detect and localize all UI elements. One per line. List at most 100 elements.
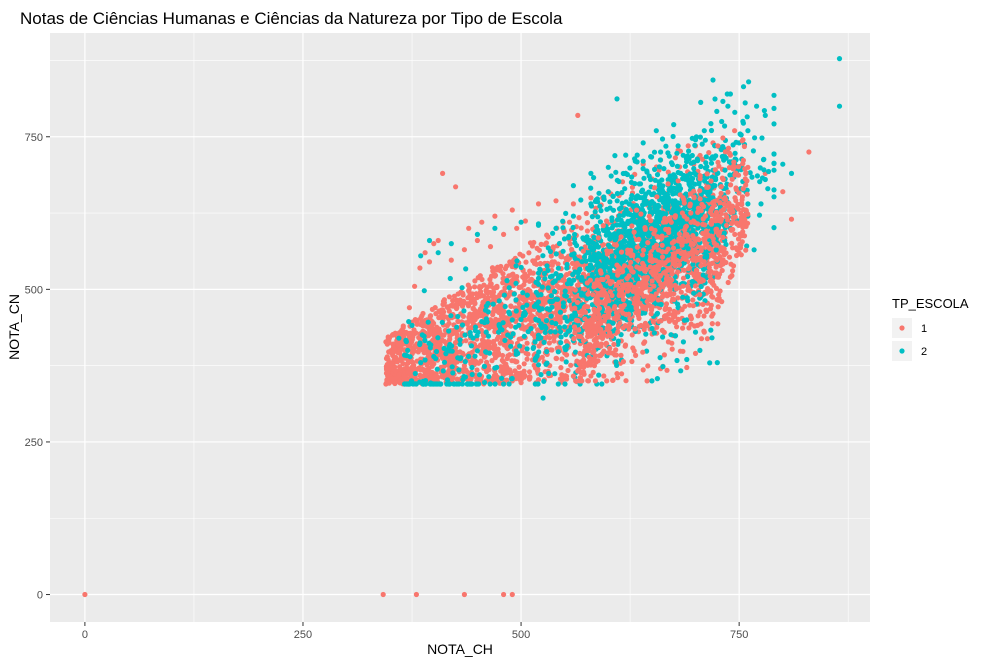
point-series-1 bbox=[574, 260, 580, 266]
point-series-2 bbox=[660, 334, 666, 340]
point-series-1 bbox=[408, 340, 414, 346]
point-series-1 bbox=[636, 265, 642, 271]
point-series-1 bbox=[571, 336, 577, 342]
point-series-2 bbox=[627, 306, 633, 312]
point-series-1 bbox=[634, 207, 640, 213]
point-series-2 bbox=[594, 223, 600, 229]
point-series-1 bbox=[450, 298, 456, 304]
point-series-2 bbox=[628, 179, 635, 185]
point-series-2 bbox=[711, 155, 717, 161]
point-series-1 bbox=[562, 375, 568, 381]
point-series-1 bbox=[467, 311, 473, 317]
point-series-1 bbox=[745, 220, 751, 226]
point-series-2 bbox=[542, 276, 548, 282]
point-series-1 bbox=[440, 355, 446, 361]
point-series-2 bbox=[692, 137, 699, 143]
point-series-2 bbox=[550, 280, 556, 286]
point-series-1 bbox=[742, 176, 748, 182]
point-series-1 bbox=[535, 377, 542, 383]
point-series-1 bbox=[640, 247, 647, 253]
point-series-1 bbox=[571, 324, 578, 330]
point-series-1 bbox=[394, 359, 400, 365]
point-series-1 bbox=[706, 150, 712, 156]
point-series-1 bbox=[715, 304, 721, 310]
point-series-1 bbox=[659, 254, 666, 260]
point-series-1 bbox=[559, 284, 566, 290]
point-series-1 bbox=[653, 291, 659, 297]
point-series-2 bbox=[670, 133, 676, 140]
point-series-2 bbox=[672, 333, 678, 339]
point-series-2 bbox=[571, 277, 577, 283]
point-series-2 bbox=[678, 170, 684, 176]
point-series-2 bbox=[502, 337, 508, 343]
point-series-2 bbox=[649, 325, 655, 332]
point-series-2 bbox=[506, 381, 512, 387]
point-series-1 bbox=[524, 356, 530, 362]
point-series-2 bbox=[643, 191, 649, 197]
point-series-1 bbox=[724, 203, 730, 209]
point-series-2 bbox=[535, 292, 541, 298]
point-series-1 bbox=[517, 251, 523, 257]
point-series-2 bbox=[745, 201, 751, 207]
point-series-1 bbox=[535, 255, 541, 261]
point-series-1 bbox=[638, 322, 644, 329]
point-series-1 bbox=[535, 327, 541, 333]
point-series-2 bbox=[642, 201, 648, 207]
point-series-2 bbox=[645, 245, 651, 251]
point-series-2 bbox=[625, 292, 632, 298]
point-series-1 bbox=[743, 182, 749, 188]
point-series-2 bbox=[558, 334, 564, 340]
point-series-1 bbox=[629, 332, 635, 338]
point-series-2 bbox=[588, 254, 594, 260]
point-series-1 bbox=[648, 218, 654, 224]
point-series-1 bbox=[731, 159, 737, 165]
point-series-2 bbox=[448, 241, 454, 247]
point-series-2 bbox=[713, 247, 719, 253]
point-series-1 bbox=[647, 286, 653, 292]
point-series-2 bbox=[481, 363, 487, 369]
point-series-1 bbox=[490, 340, 496, 346]
point-series-2 bbox=[603, 264, 610, 270]
point-series-2 bbox=[413, 381, 419, 387]
point-series-1 bbox=[684, 364, 690, 371]
point-series-1 bbox=[547, 335, 553, 341]
point-series-1 bbox=[389, 376, 395, 382]
point-series-1 bbox=[629, 184, 636, 190]
point-series-2 bbox=[454, 324, 460, 330]
point-series-2 bbox=[836, 103, 843, 109]
point-series-1 bbox=[467, 285, 473, 291]
point-series-1 bbox=[690, 297, 696, 303]
point-series-1 bbox=[697, 292, 703, 298]
point-series-2 bbox=[684, 356, 690, 363]
point-series-1 bbox=[474, 367, 480, 373]
point-series-2 bbox=[557, 309, 564, 315]
point-series-2 bbox=[467, 330, 473, 336]
point-series-1 bbox=[658, 318, 664, 324]
point-series-1 bbox=[710, 311, 716, 317]
point-series-2 bbox=[547, 307, 553, 313]
point-series-1 bbox=[407, 330, 414, 336]
point-series-1 bbox=[460, 301, 466, 307]
point-series-1 bbox=[659, 327, 665, 333]
point-series-2 bbox=[622, 210, 628, 216]
data-points bbox=[82, 56, 843, 598]
point-series-1 bbox=[527, 288, 533, 294]
point-series-2 bbox=[541, 378, 547, 384]
point-series-2 bbox=[460, 377, 466, 383]
point-series-1 bbox=[674, 324, 680, 330]
point-series-2 bbox=[780, 161, 786, 167]
point-series-2 bbox=[771, 92, 777, 98]
point-series-1 bbox=[582, 309, 589, 315]
point-series-1 bbox=[397, 378, 403, 384]
point-series-2 bbox=[627, 165, 633, 171]
point-series-1 bbox=[539, 354, 545, 360]
point-series-2 bbox=[708, 127, 715, 134]
point-series-1 bbox=[615, 375, 621, 381]
point-series-2 bbox=[710, 77, 716, 83]
point-series-1 bbox=[460, 313, 466, 319]
point-series-2 bbox=[482, 307, 489, 313]
point-series-2 bbox=[691, 290, 697, 296]
point-series-2 bbox=[553, 321, 559, 327]
point-series-1 bbox=[613, 282, 620, 288]
point-series-1 bbox=[655, 234, 661, 240]
